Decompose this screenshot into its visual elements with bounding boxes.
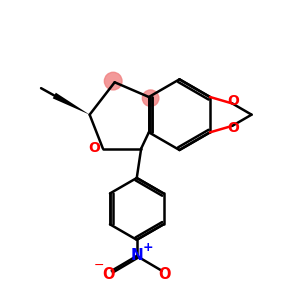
Text: −: − [94, 259, 105, 272]
Text: O: O [227, 94, 239, 108]
Text: O: O [227, 121, 239, 135]
Polygon shape [53, 93, 90, 115]
Text: +: + [142, 241, 153, 254]
Text: O: O [89, 141, 100, 155]
Circle shape [104, 72, 122, 90]
Circle shape [142, 90, 159, 106]
Text: N: N [130, 248, 143, 263]
Text: O: O [158, 267, 171, 282]
Text: O: O [103, 267, 115, 282]
